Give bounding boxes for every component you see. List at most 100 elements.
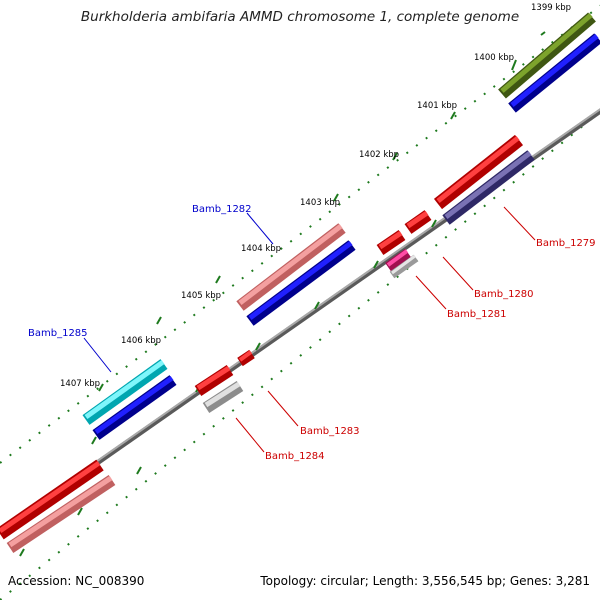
track-dot: [425, 136, 428, 140]
tick-1407: [98, 383, 104, 392]
track-dot: [541, 48, 545, 51]
track-dot: [425, 251, 428, 255]
map-title: Burkholderia ambifaria AMMD chromosome 1…: [80, 9, 520, 25]
gene-feature-bamb-1279-red[interactable]: [433, 134, 524, 210]
track-dot: [134, 487, 138, 491]
forward-genes: [0, 12, 600, 553]
track-dot: [309, 346, 312, 349]
track-dot: [463, 107, 467, 110]
tick-1405: [215, 275, 221, 284]
track-dot: [212, 298, 216, 302]
track-dot: [202, 306, 206, 309]
gene-label-bamb-1282[interactable]: Bamb_1282: [192, 204, 252, 215]
gene-label-bamb-1281[interactable]: Bamb_1281: [447, 309, 507, 320]
track-dot: [28, 574, 32, 578]
gene-label-bamb-1283[interactable]: Bamb_1283: [300, 426, 360, 437]
track-dot: [183, 448, 187, 452]
track-dot: [492, 196, 496, 200]
leader-bamb-1280: [442, 256, 474, 291]
gene-label-bamb-1284[interactable]: Bamb_1284: [265, 451, 325, 462]
track-dot: [163, 335, 167, 339]
leader-bamb-1281: [415, 275, 447, 310]
track-dot: [221, 291, 225, 295]
gene-feature-blue-3[interactable]: [92, 375, 177, 440]
track-dot: [434, 129, 438, 133]
track-dot: [18, 446, 22, 450]
tick-inner-4: [314, 301, 320, 310]
tick-inner-2: [431, 219, 437, 228]
track-dot: [38, 431, 41, 435]
tick-marks: [19, 31, 546, 557]
track-dot: [415, 144, 419, 147]
track-dot: [76, 535, 80, 538]
gene-label-bamb-1280[interactable]: Bamb_1280: [474, 289, 534, 300]
gene-label-bamb-1279[interactable]: Bamb_1279: [536, 238, 596, 249]
gene-feature-blue-2[interactable]: [246, 240, 356, 326]
tick-1401: [450, 111, 456, 120]
track-dot: [115, 372, 119, 376]
gene-feature-bamb-1279-navy[interactable]: [442, 150, 535, 225]
gene-feature-bamb-1280[interactable]: [376, 210, 432, 255]
track-dot: [318, 338, 322, 342]
track-dot: [279, 369, 283, 373]
gene-feature-blue-1[interactable]: [508, 33, 600, 113]
track-dot: [405, 151, 409, 155]
track-dot: [550, 149, 554, 153]
track-dot: [454, 114, 457, 118]
track-dot: [299, 232, 303, 236]
track-dot: [9, 453, 12, 457]
tick-label-1407: 1407 kbp: [60, 379, 100, 389]
track-dot: [154, 472, 157, 475]
gene-feature-salmon-1[interactable]: [236, 223, 346, 311]
leader-bamb-1283: [267, 390, 299, 427]
gene-feature-cyan[interactable]: [82, 359, 168, 425]
gene-feature-salmon-2[interactable]: [6, 475, 116, 553]
track-dot: [454, 228, 457, 231]
track-dot: [396, 158, 399, 162]
track-dot: [38, 566, 41, 570]
track-dot: [338, 203, 341, 206]
gene-label-bamb-1285[interactable]: Bamb_1285: [28, 328, 88, 339]
tick-labels: 1399 kbp 1400 kbp 1401 kbp 1402 kbp 1403…: [60, 3, 571, 389]
track-dot: [270, 377, 274, 381]
track-dot: [57, 416, 61, 420]
track-dot: [396, 275, 399, 279]
tick-label-1400: 1400 kbp: [474, 53, 514, 63]
tick-inner-8: [77, 507, 83, 516]
gene-feature-red-1[interactable]: [0, 459, 104, 540]
tick-inner-7: [136, 466, 142, 475]
track-dot: [125, 365, 128, 368]
track-dot: [492, 85, 496, 88]
leader-bamb-1284: [235, 417, 265, 453]
tick-label-1403: 1403 kbp: [300, 198, 340, 208]
gene-feature-bamb-1281[interactable]: [385, 248, 419, 279]
gene-feature-bamb-1283[interactable]: [194, 349, 255, 397]
track-dot: [299, 354, 303, 357]
track-dot: [531, 55, 535, 59]
track-dot: [367, 298, 370, 302]
tick-1399: [540, 31, 546, 36]
reverse-genes: [194, 134, 535, 414]
track-dot: [512, 70, 516, 74]
track-dot: [47, 424, 51, 427]
track-dot: [202, 432, 206, 436]
track-dot: [250, 393, 254, 397]
track-dot: [67, 409, 70, 413]
tick-label-1402: 1402 kbp: [359, 150, 399, 160]
track-dot: [260, 385, 264, 389]
gene-feature-olive[interactable]: [498, 12, 596, 99]
track-dot: [241, 401, 245, 404]
gene-feature-bamb-1284[interactable]: [202, 380, 244, 414]
track-dot: [386, 166, 390, 169]
track-dot: [570, 133, 574, 137]
track-dot: [212, 424, 216, 428]
track-dot: [115, 503, 119, 507]
tick-1403: [333, 193, 339, 202]
track-dot: [367, 180, 370, 184]
accession-text: Accession: NC_008390: [8, 574, 145, 588]
track-dot: [173, 456, 177, 460]
track-dot: [86, 394, 90, 398]
label-leader-lines: [83, 206, 536, 453]
